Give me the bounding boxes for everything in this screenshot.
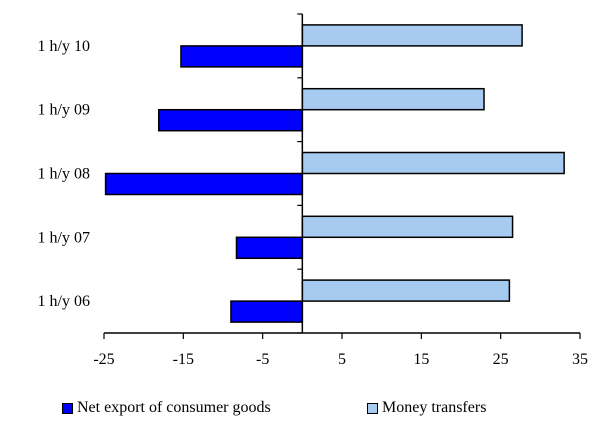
bars	[104, 24, 565, 323]
axes	[103, 13, 581, 339]
x-tick-label: -25	[93, 351, 114, 368]
x-tick-label: -5	[256, 351, 269, 368]
bar-net-export-2	[157, 108, 304, 132]
category-label: 1 h/y 08	[38, 166, 90, 183]
legend-item-money-transfers: Money transfers	[367, 399, 486, 417]
x-tick-labels: -25 -15 -5 5 15 25 35	[93, 351, 588, 368]
x-tick-label: -15	[173, 351, 194, 368]
bar-chart: 1 h/y 10 1 h/y 09 1 h/y 08 1 h/y 07 1 h/y 06…	[38, 13, 588, 368]
legend-item-net-export: Net export of consumer goods	[62, 399, 271, 417]
category-labels: 1 h/y 10 1 h/y 09 1 h/y 08 1 h/y 07 1 h/y 06	[38, 38, 90, 310]
x-tick-label: 35	[572, 351, 588, 368]
x-tick-label: 15	[413, 351, 429, 368]
bar-net-export-3	[104, 172, 304, 196]
bar-money-transfers-2	[301, 87, 485, 111]
bar-net-export-1	[180, 45, 304, 68]
legend-label-net-export: Net export of consumer goods	[77, 399, 271, 416]
x-tick-label: 5	[338, 351, 346, 368]
category-label: 1 h/y 07	[38, 229, 90, 246]
category-label: 1 h/y 06	[38, 293, 90, 310]
bar-net-export-5	[230, 300, 304, 323]
bar-net-export-4	[235, 236, 304, 260]
x-tick-label: 25	[493, 351, 509, 368]
category-label: 1 h/y 10	[38, 38, 90, 55]
legend-label-money-transfers: Money transfers	[382, 399, 487, 416]
category-label: 1 h/y 09	[38, 102, 90, 119]
bar-money-transfers-3	[301, 151, 565, 175]
bar-money-transfers-4	[301, 215, 514, 239]
bar-money-transfers-5	[301, 279, 511, 302]
legend-swatch-money-transfers	[367, 402, 378, 414]
bar-money-transfers-1	[301, 24, 523, 47]
legend-swatch-net-export	[62, 402, 73, 414]
